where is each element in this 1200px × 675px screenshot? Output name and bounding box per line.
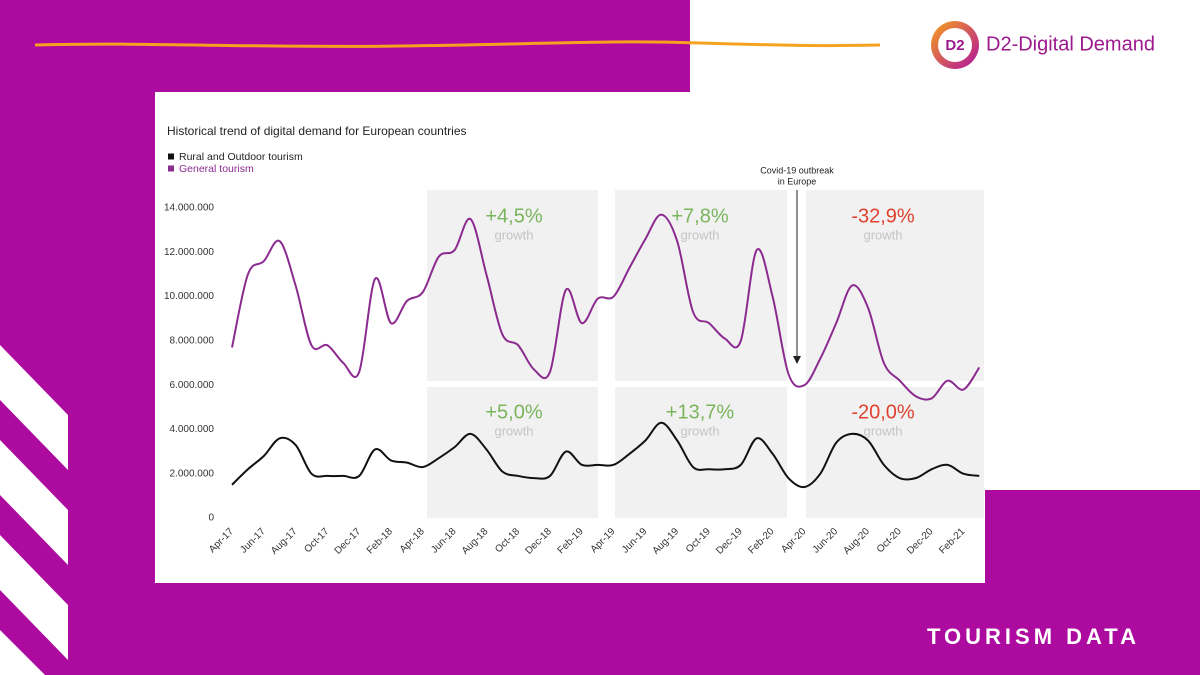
growth-value: +5,0% [485, 401, 542, 423]
growth-value: +4,5% [485, 205, 542, 227]
y-tick-label: 8.000.000 [170, 335, 215, 346]
y-tick-label: 12.000.000 [164, 247, 214, 258]
series-line [231, 213, 981, 401]
legend-swatch [168, 153, 174, 160]
growth-value: -20,0% [851, 401, 915, 423]
period-shade [806, 387, 984, 518]
event-note: Covid-19 outbreak [760, 165, 834, 175]
growth-label: growth [863, 423, 902, 438]
logo: D2 [945, 37, 964, 54]
period-shade [615, 387, 787, 518]
event-note: in Europe [778, 176, 817, 186]
event-arrowhead [793, 356, 801, 364]
footer: TOURISM DATA [927, 624, 1140, 649]
y-tick-label: 2.000.000 [170, 468, 215, 479]
period-shade [427, 190, 598, 381]
chart-title: Historical trend of digital demand for E… [167, 124, 467, 138]
y-tick-label: 14.000.000 [164, 203, 214, 214]
decor-line [34, 40, 881, 48]
brand: D2-Digital Demand [986, 33, 1155, 55]
growth-label: growth [494, 227, 533, 242]
period-shade [615, 190, 787, 381]
growth-label: growth [680, 227, 719, 242]
growth-label: growth [680, 423, 719, 438]
y-tick-label: 10.000.000 [164, 291, 214, 302]
logo-inner [938, 28, 972, 62]
y-tick-label: 6.000.000 [170, 380, 215, 391]
growth-label: growth [863, 227, 902, 242]
legend-swatch [168, 165, 174, 172]
growth-value: -32,9% [851, 205, 915, 227]
series-line [231, 421, 980, 489]
growth-value: +7,8% [671, 205, 728, 227]
period-shade [806, 190, 984, 381]
y-tick-label: 4.000.000 [170, 424, 215, 435]
chart: Historical trend of digital demand for E… [164, 124, 984, 557]
stripes [0, 345, 68, 675]
growth-label: growth [494, 423, 533, 438]
legend-label: Rural and Outdoor tourism [179, 151, 303, 163]
y-tick-label: 0 [208, 513, 214, 524]
growth-value: +13,7% [666, 401, 735, 423]
legend-label: General tourism [179, 163, 254, 175]
